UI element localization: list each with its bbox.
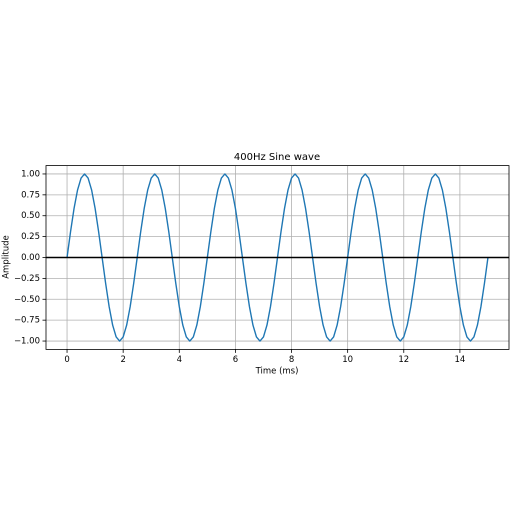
chart-title: 400Hz Sine wave	[234, 152, 320, 163]
y-tick-label: 0.25	[21, 232, 40, 242]
y-tick-label: 0.75	[21, 190, 40, 200]
x-tick-label: 2	[120, 355, 125, 365]
x-axis-label: Time (ms)	[255, 367, 299, 377]
x-tick-label: 8	[289, 355, 294, 365]
x-tick-label: 10	[342, 355, 353, 365]
plot-frame	[45, 165, 510, 350]
y-tick-label: −0.25	[14, 274, 40, 284]
y-tick-label: 1.00	[21, 169, 40, 179]
y-tick-label: 0.00	[21, 253, 40, 263]
y-tick-label: −1.00	[14, 337, 40, 347]
y-tick-label: 0.50	[21, 211, 40, 221]
x-tick-label: 14	[454, 355, 465, 365]
y-tick-label: −0.50	[14, 295, 40, 305]
y-tick-label: −0.75	[14, 316, 40, 326]
x-tick-label: 12	[398, 355, 409, 365]
x-tick-label: 4	[177, 355, 182, 365]
x-tick-label: 6	[233, 355, 238, 365]
y-axis-label: Amplitude	[2, 235, 12, 279]
x-tick-label: 0	[64, 355, 69, 365]
